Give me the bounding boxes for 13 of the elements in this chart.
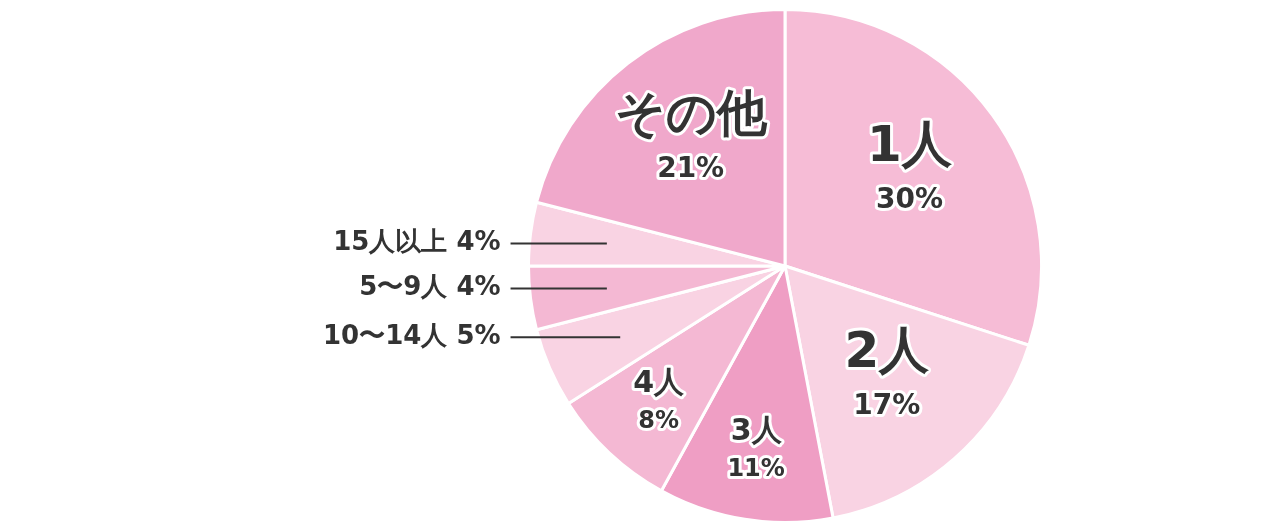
data-label: 11% [727,454,785,483]
slice-label: 15人以上 4% [333,226,501,257]
slice-label: その他 [614,83,768,142]
slice-label: 10〜14人 5% [322,320,501,351]
slice-label: 1人 [867,115,952,174]
data-label: 30% [875,182,944,216]
data-label: 21% [657,150,725,184]
slice-label: 3人 [730,411,783,447]
slice-label: 5〜9人 4% [359,271,501,302]
data-label: 8% [638,406,679,435]
data-label: 17% [853,387,921,421]
slice-label: 4人 [633,363,686,399]
slice-label: 2人 [844,320,930,379]
